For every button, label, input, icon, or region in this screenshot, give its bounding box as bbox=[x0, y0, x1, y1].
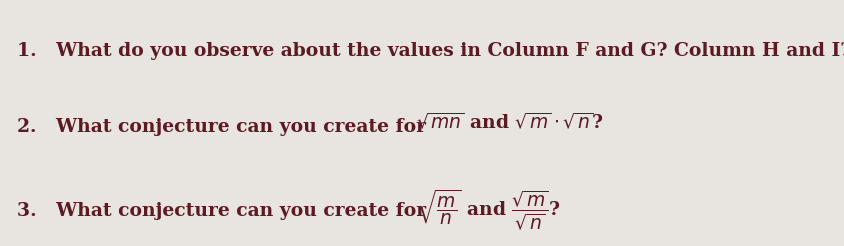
Text: 2.   What conjecture can you create for: 2. What conjecture can you create for bbox=[17, 118, 432, 136]
Text: 3.   What conjecture can you create for: 3. What conjecture can you create for bbox=[17, 202, 432, 220]
Text: 1.   What do you observe about the values in Column F and G? Column H and I?: 1. What do you observe about the values … bbox=[17, 42, 844, 60]
Text: $\sqrt{mn}$ and $\sqrt{m} \cdot \sqrt{n}$?: $\sqrt{mn}$ and $\sqrt{m} \cdot \sqrt{n}… bbox=[415, 112, 603, 133]
Text: $\sqrt{\dfrac{m}{n}}$ and $\dfrac{\sqrt{m}}{\sqrt{n}}$?: $\sqrt{\dfrac{m}{n}}$ and $\dfrac{\sqrt{… bbox=[415, 187, 560, 232]
